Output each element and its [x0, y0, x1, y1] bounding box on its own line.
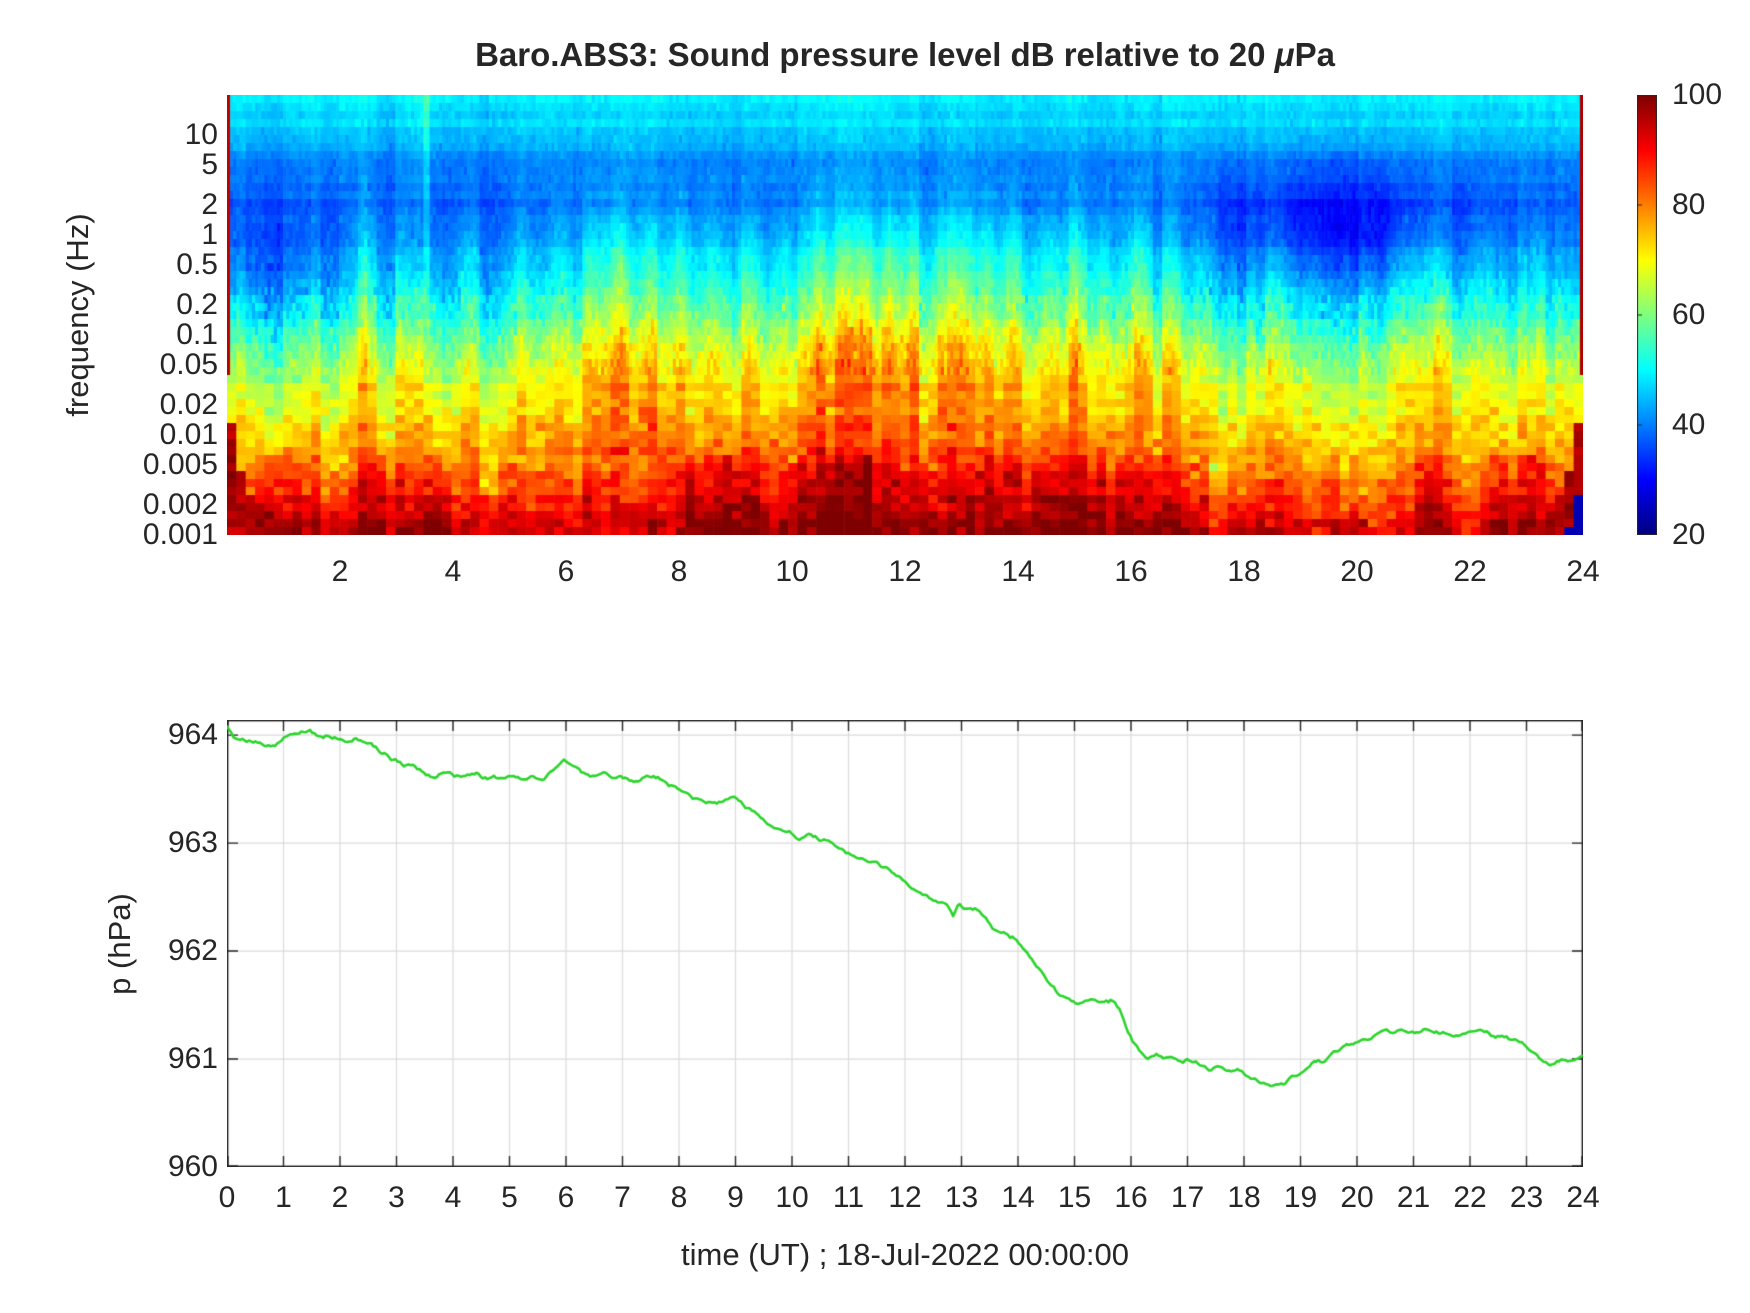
pressure-xlabel: time (UT) ; 18-Jul-2022 00:00:00: [681, 1237, 1129, 1272]
spectrogram-xtick-label: 14: [1001, 555, 1035, 588]
pressure-xtick-label: 9: [727, 1181, 744, 1214]
pressure-xtick-label: 15: [1057, 1181, 1092, 1214]
title-unit: Pa: [1294, 36, 1335, 73]
pressure-xtick-label: 19: [1283, 1181, 1318, 1214]
colorbar-tick-label: 80: [1672, 188, 1706, 221]
spectrogram-xtick-label: 20: [1340, 555, 1374, 588]
figure-title: Baro.ABS3: Sound pressure level dB relat…: [227, 36, 1583, 74]
colorbar-tick-label: 20: [1672, 518, 1706, 551]
colorbar-tick-label: 60: [1672, 298, 1706, 331]
spectrogram-canvas: [227, 95, 1583, 535]
pressure-ytick-label: 962: [167, 934, 218, 968]
pressure-xtick-label: 23: [1509, 1181, 1544, 1214]
pressure-xtick-label: 1: [275, 1181, 292, 1214]
pressure-xtick-label: 20: [1340, 1181, 1374, 1214]
pressure-ytick-label: 964: [167, 718, 218, 752]
pressure-ytick-label: 961: [167, 1042, 218, 1076]
pressure-xtick-label: 17: [1170, 1181, 1205, 1214]
spectrogram-ytick-label: 2: [201, 187, 218, 221]
pressure-xtick-label: 10: [775, 1181, 809, 1214]
spectrogram-xtick-label: 2: [331, 555, 349, 588]
spectrogram-ytick-label: 1: [201, 218, 218, 251]
colorbar-tick-label: 100: [1672, 78, 1723, 111]
pressure-xtick-label: 8: [670, 1181, 688, 1214]
title-mu-symbol: μ: [1274, 36, 1295, 73]
pressure-xtick-label: 12: [888, 1181, 922, 1214]
pressure-plot-canvas: [227, 720, 1583, 1167]
spectrogram-ytick-label: 0.002: [142, 487, 218, 521]
spectrogram-xtick-label: 8: [670, 555, 688, 588]
spectrogram-xtick-label: 10: [775, 555, 809, 588]
pressure-xtick-label: 16: [1114, 1181, 1148, 1214]
pressure-xtick-label: 3: [388, 1181, 405, 1214]
spectrogram-ytick-label: 0.2: [176, 287, 218, 321]
pressure-xtick-label: 21: [1396, 1181, 1431, 1214]
pressure-xtick-label: 22: [1453, 1181, 1487, 1214]
pressure-xtick-label: 7: [614, 1181, 631, 1214]
spectrogram-xtick-label: 18: [1227, 555, 1261, 588]
spectrogram-xtick-label: 6: [557, 555, 575, 588]
pressure-xtick-label: 6: [557, 1181, 575, 1214]
colorbar-tick-label: 40: [1672, 408, 1706, 441]
spectrogram-ytick-label: 0.01: [159, 418, 218, 451]
spectrogram-ytick-label: 5: [201, 148, 218, 182]
spectrogram-xtick-label: 4: [444, 555, 462, 588]
spectrogram-xtick-label: 16: [1114, 555, 1148, 588]
spectrogram-ytick-label: 0.02: [159, 387, 218, 421]
pressure-ytick-label: 963: [167, 826, 218, 860]
spectrogram-xtick-label: 22: [1453, 555, 1487, 588]
title-text: Baro.ABS3: Sound pressure level dB relat…: [475, 36, 1275, 73]
pressure-xtick-label: 18: [1227, 1181, 1261, 1214]
pressure-xtick-label: 24: [1566, 1181, 1600, 1214]
pressure-xtick-label: 13: [944, 1181, 979, 1214]
spectrogram-ytick-label: 0.1: [176, 318, 218, 351]
pressure-xtick-label: 4: [444, 1181, 462, 1214]
pressure-xtick-label: 5: [501, 1181, 518, 1214]
spectrogram-ytick-label: 0.005: [142, 448, 218, 482]
spectrogram-ytick-label: 0.5: [176, 248, 218, 282]
pressure-ytick-label: 960: [167, 1150, 218, 1183]
pressure-xtick-label: 0: [218, 1181, 236, 1214]
colorbar-canvas: [1637, 95, 1657, 535]
pressure-xtick-label: 14: [1001, 1181, 1035, 1214]
spectrogram-xtick-label: 12: [888, 555, 922, 588]
spectrogram-ytick-label: 0.05: [159, 348, 218, 382]
pressure-xtick-label: 11: [832, 1181, 865, 1214]
spectrogram-ytick-label: 0.001: [142, 518, 218, 551]
spectrogram-ytick-label: 10: [184, 118, 218, 151]
spectrogram-xtick-label: 24: [1566, 555, 1600, 588]
pressure-xtick-label: 2: [331, 1181, 349, 1214]
